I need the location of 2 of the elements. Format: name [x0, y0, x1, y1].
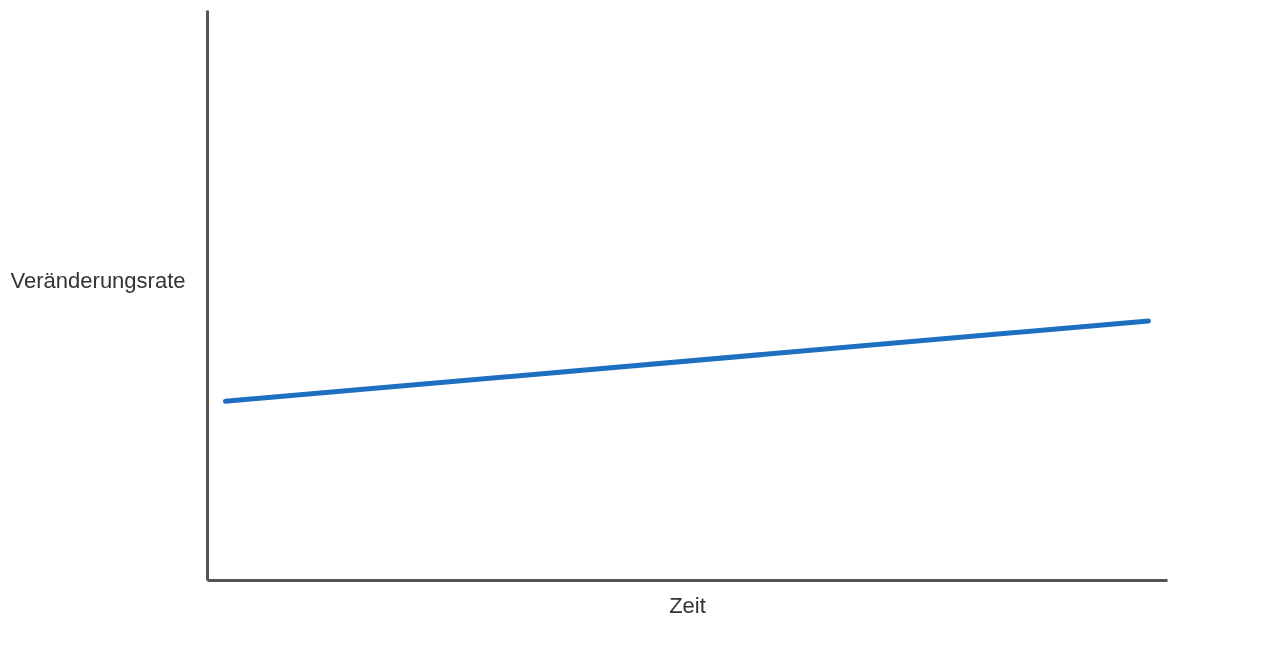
x-axis-title: Zeit — [669, 592, 706, 618]
y-axis-title: Veränderungsrate — [10, 267, 186, 293]
